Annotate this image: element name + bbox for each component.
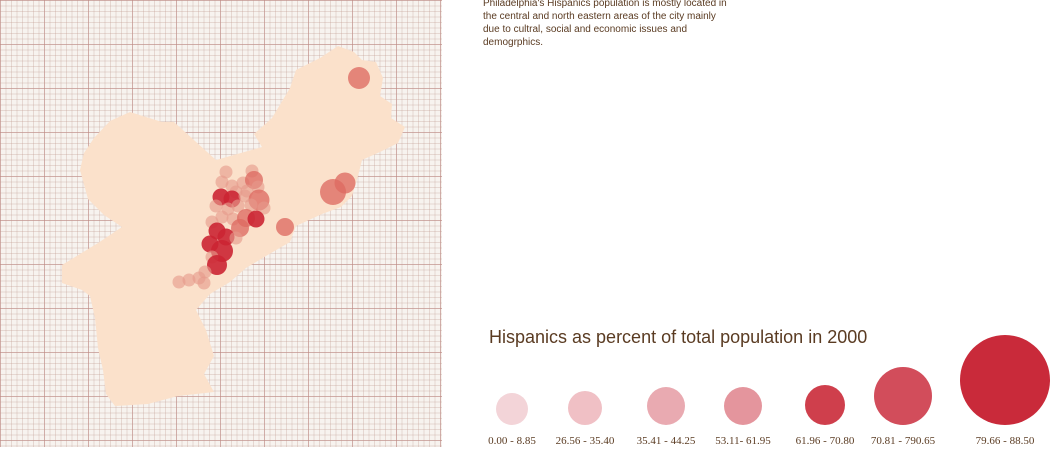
- population-marker: [276, 218, 294, 236]
- legend: 0.00 - 8.85 26.56 - 35.40 35.41 - 44.25 53.…: [488, 335, 1050, 447]
- population-marker: [229, 231, 243, 245]
- legend-item: 53.11- 61.95: [715, 387, 771, 447]
- markers-layer: [172, 67, 370, 290]
- legend-swatch: [724, 387, 762, 425]
- legend-label: 79.66 - 88.50: [976, 435, 1035, 447]
- legend-item: 26.56 - 35.40: [556, 391, 615, 447]
- description-text: Philadelphia's Hispanics population is m…: [483, 0, 727, 48]
- population-marker: [320, 179, 346, 205]
- population-marker: [219, 165, 233, 179]
- legend-swatch: [496, 393, 528, 425]
- legend-label: 61.96 - 70.80: [796, 435, 855, 447]
- legend-item: 70.81 - 790.65: [871, 367, 936, 447]
- population-marker: [244, 198, 258, 212]
- population-marker: [215, 175, 229, 189]
- population-marker: [247, 210, 265, 228]
- population-marker: [197, 276, 211, 290]
- map-panel: [0, 0, 442, 447]
- legend-swatch: [874, 367, 932, 425]
- population-marker: [172, 275, 186, 289]
- population-marker: [231, 199, 245, 213]
- legend-item: 61.96 - 70.80: [796, 385, 855, 447]
- legend-swatch: [568, 391, 602, 425]
- population-marker: [207, 255, 227, 275]
- legend-label: 53.11- 61.95: [715, 435, 771, 447]
- population-marker: [348, 67, 370, 89]
- population-marker: [182, 273, 196, 287]
- population-marker: [209, 199, 223, 213]
- population-marker: [257, 201, 271, 215]
- legend-swatch: [805, 385, 845, 425]
- legend-swatch: [960, 335, 1050, 425]
- legend-item: 35.41 - 44.25: [637, 387, 696, 447]
- legend-title: Hispanics as percent of total population…: [489, 327, 868, 347]
- philadelphia-map: [62, 46, 405, 406]
- legend-label: 26.56 - 35.40: [556, 435, 615, 447]
- population-marker: [215, 210, 229, 224]
- legend-label: 0.00 - 8.85: [488, 435, 536, 447]
- legend-item: 0.00 - 8.85: [488, 393, 536, 447]
- legend-label: 35.41 - 44.25: [637, 435, 696, 447]
- legend-item: 79.66 - 88.50: [960, 335, 1050, 447]
- legend-label: 70.81 - 790.65: [871, 435, 936, 447]
- legend-swatch: [647, 387, 685, 425]
